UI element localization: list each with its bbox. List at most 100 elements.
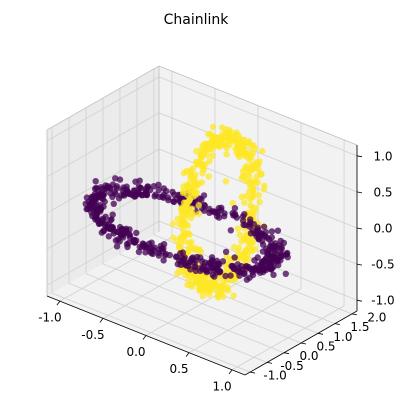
scatter-point-series-0 <box>120 191 128 198</box>
scatter-point-series-1 <box>183 200 190 207</box>
scatter-point-series-1 <box>252 178 259 185</box>
scatter-point-series-0 <box>260 266 267 273</box>
scatter-point-series-0 <box>135 183 143 190</box>
z-tick <box>356 263 363 266</box>
scatter-point-series-1 <box>204 152 211 159</box>
x-tick-label: -1.0 <box>38 311 61 325</box>
scatter-point-series-0 <box>92 178 99 185</box>
scatter-point-series-0 <box>282 270 289 277</box>
scatter-point-series-1 <box>198 285 205 292</box>
scatter-point-series-1 <box>187 167 194 174</box>
scatter-point-series-1 <box>184 222 191 229</box>
scatter-point-series-0 <box>155 186 162 194</box>
scatter-point-series-0 <box>218 204 225 211</box>
y-tick <box>250 371 256 374</box>
scatter-point-series-1 <box>170 234 177 242</box>
scatter-point-series-0 <box>151 244 158 251</box>
scatter-point-series-1 <box>193 148 200 155</box>
scatter-point-series-1 <box>250 142 257 149</box>
scatter-point-series-1 <box>187 214 194 222</box>
gridline-z-left <box>46 220 160 286</box>
x-tick-label: 0.5 <box>169 362 188 376</box>
z-tick <box>356 227 363 230</box>
scatter-point-series-0 <box>274 227 282 234</box>
scatter-point-series-1 <box>197 152 205 160</box>
scatter-point-series-0 <box>109 211 116 218</box>
y-tick-label: -0.5 <box>280 359 303 373</box>
scatter-point-series-0 <box>227 272 234 279</box>
scatter-point-series-0 <box>259 241 267 248</box>
scatter-point-series-1 <box>236 231 243 238</box>
z-tick-label: -0.5 <box>371 258 394 272</box>
scatter-point-series-0 <box>214 266 222 273</box>
scatter-point-series-1 <box>223 144 230 152</box>
scatter-point-series-0 <box>274 256 282 264</box>
scatter-point-series-1 <box>199 164 206 171</box>
scatter-point-series-1 <box>195 273 202 280</box>
scatter-point-series-0 <box>221 213 228 220</box>
gridline-y-floor <box>68 283 268 363</box>
scatter-point-series-0 <box>83 205 90 213</box>
scatter-point-series-1 <box>238 238 245 245</box>
gridline-z-back <box>158 148 358 229</box>
scatter-point-series-0 <box>163 188 170 195</box>
z-tick-label: 0.5 <box>373 185 392 199</box>
scatter-point-series-1 <box>205 131 212 138</box>
scatter-point-series-1 <box>236 153 243 160</box>
scatter-point-series-1 <box>259 147 266 155</box>
scatter-point-series-1 <box>184 208 191 216</box>
scatter-point-series-1 <box>247 166 254 173</box>
scatter-point-series-0 <box>227 227 234 234</box>
axes-lines <box>46 65 363 376</box>
scatter-point-series-0 <box>255 236 263 243</box>
x-tick <box>142 335 147 340</box>
gridline-z-left <box>46 76 160 142</box>
tick-labels: -1.0-0.50.00.51.0-1.0-0.50.00.51.01.52.0… <box>38 149 395 393</box>
scatter-point-series-0 <box>235 265 242 272</box>
scatter-point-series-0 <box>118 231 125 238</box>
scatter-point-series-1 <box>240 172 247 179</box>
scatter-point-series-0 <box>99 195 106 203</box>
scatter-point-series-1 <box>178 211 185 218</box>
scatter-point-series-0 <box>268 228 276 235</box>
scatter-point-series-1 <box>256 198 263 206</box>
scatter-point-series-1 <box>241 199 248 206</box>
scatter-point-series-0 <box>148 239 155 246</box>
scatter-point-series-1 <box>226 126 233 134</box>
scatter-point-series-0 <box>200 192 208 199</box>
scatter-point-series-0 <box>206 267 213 275</box>
scatter-point-series-1 <box>191 176 198 183</box>
scatter-point-series-0 <box>192 267 199 275</box>
scatter-point-series-1 <box>206 291 213 298</box>
scatter-point-series-0 <box>138 243 146 251</box>
scatter-point-series-1 <box>169 220 177 228</box>
scatter-point-series-1 <box>249 193 256 200</box>
scatter-point-series-0 <box>94 185 101 193</box>
scatter-point-series-1 <box>180 227 187 235</box>
scatter-point-series-0 <box>211 273 218 280</box>
scatter-point-series-0 <box>260 223 268 230</box>
scatter-point-series-0 <box>173 253 180 261</box>
scatter-point-series-0 <box>247 230 255 237</box>
scatter-point-series-0 <box>283 251 290 258</box>
scatter-point-series-0 <box>268 240 275 247</box>
z-tick-label: -1.0 <box>371 294 394 308</box>
y-tick <box>334 323 341 325</box>
scatter-point-series-1 <box>219 124 226 131</box>
scatter-point-series-1 <box>248 154 255 161</box>
scatter-point-series-1 <box>245 239 253 246</box>
scatter-point-series-1 <box>195 210 203 218</box>
scatter-point-series-1 <box>194 160 201 168</box>
scatter-point-series-0 <box>260 232 268 239</box>
scatter-point-series-1 <box>229 200 236 207</box>
scatter-point-series-1 <box>223 151 230 158</box>
scatter-point-series-1 <box>199 292 206 300</box>
x-tick-label: 1.0 <box>213 379 232 393</box>
scatter-point-series-1 <box>234 225 242 232</box>
scatter-point-series-1 <box>179 216 186 223</box>
scatter-point-series-1 <box>205 173 212 180</box>
scatter-point-series-0 <box>115 195 123 202</box>
scatter-point-series-0 <box>160 257 167 264</box>
gridline-y-floor <box>51 292 251 373</box>
